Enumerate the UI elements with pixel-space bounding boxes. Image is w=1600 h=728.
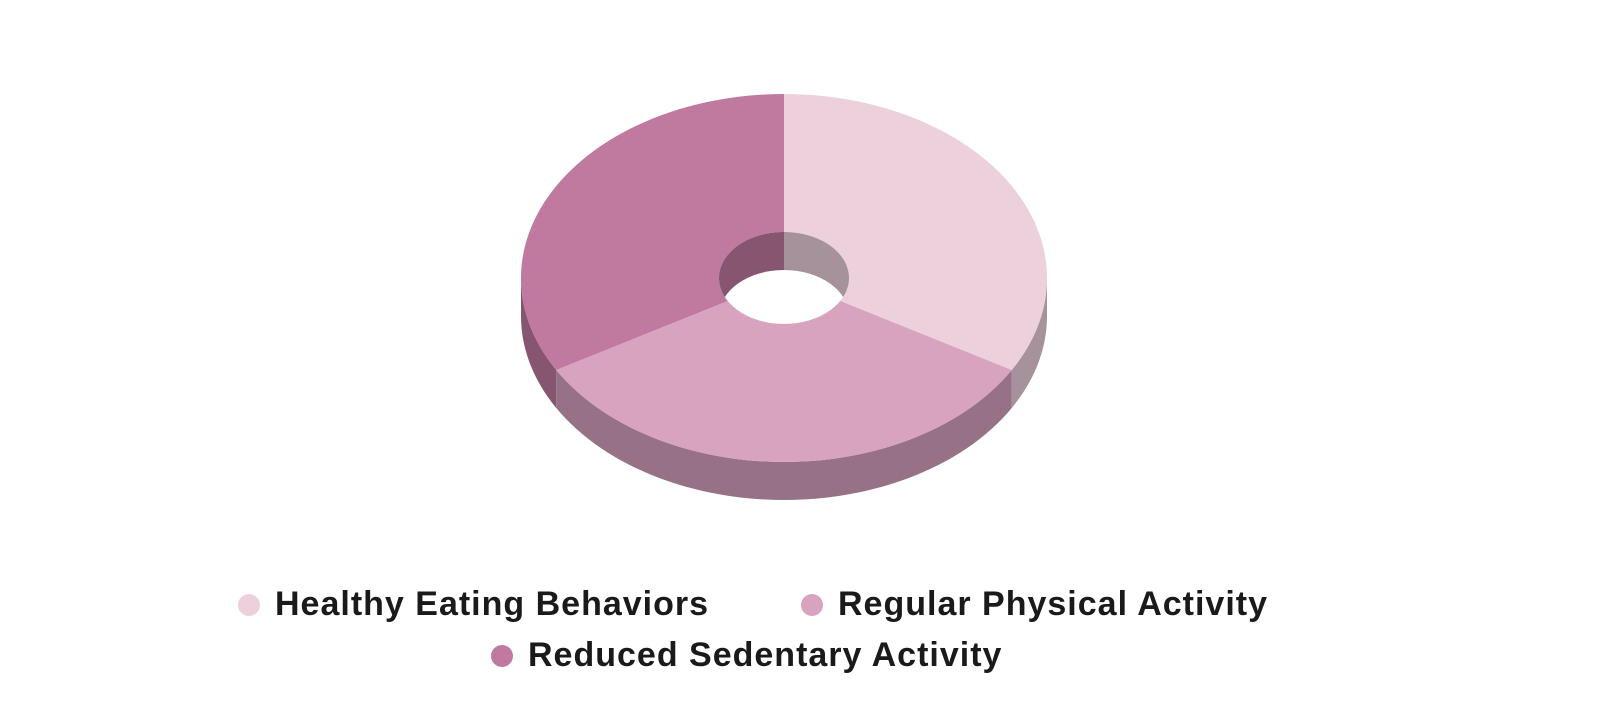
slice-side bbox=[1011, 278, 1047, 408]
slice-side bbox=[521, 278, 557, 408]
slice bbox=[784, 94, 1047, 370]
hole bbox=[719, 270, 849, 324]
slice-side bbox=[556, 370, 1012, 500]
slice bbox=[556, 301, 1012, 462]
legend-marker bbox=[801, 594, 823, 616]
legend-marker bbox=[238, 594, 260, 616]
legend-marker bbox=[491, 645, 513, 667]
legend-label: Regular Physical Activity bbox=[838, 585, 1268, 623]
legend-label: Healthy Eating Behaviors bbox=[275, 585, 709, 623]
slice bbox=[521, 94, 784, 370]
legend-label: Reduced Sedentary Activity bbox=[528, 636, 1002, 674]
